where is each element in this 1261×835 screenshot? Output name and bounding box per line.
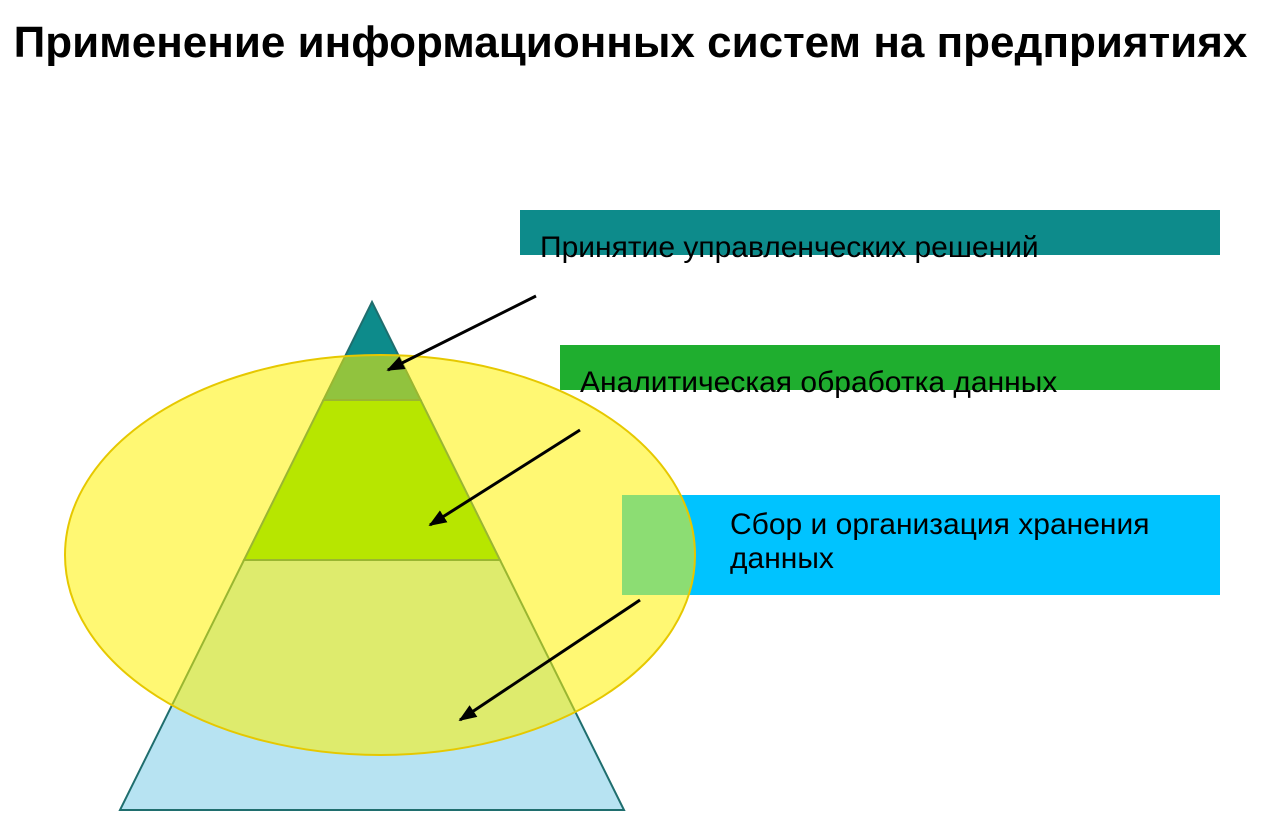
label-storage: Сбор и организация хранения данных [720,502,1160,592]
diagram-stage: Применение информационных систем на пред… [0,0,1261,835]
arrow-storage [460,600,640,720]
label-decisions: Принятие управленческих решений [530,225,1050,305]
label-text-storage: Сбор и организация хранения данных [730,508,1150,576]
arrow-analytics [430,430,580,525]
label-text-analytics: Аналитическая обработка данных [580,366,1057,400]
arrow-decisions [388,296,536,370]
label-analytics: Аналитическая обработка данных [570,360,1090,440]
label-text-decisions: Принятие управленческих решений [540,231,1039,265]
